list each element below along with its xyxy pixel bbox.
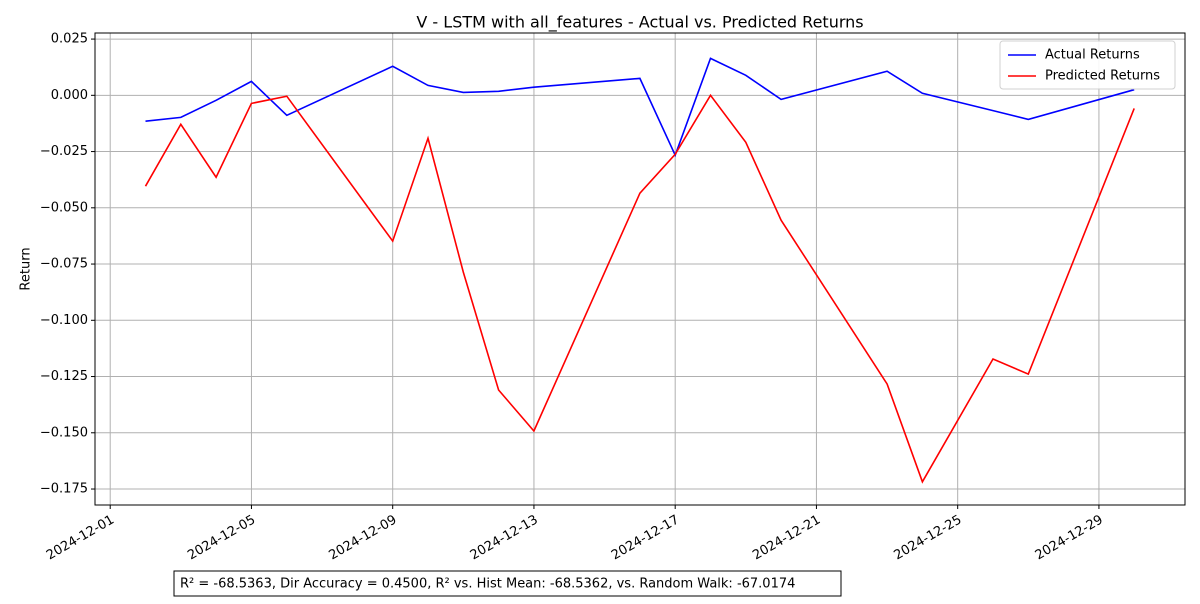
legend-label: Predicted Returns <box>1045 69 1160 84</box>
x-tick-label: 2024-12-25 <box>891 513 964 564</box>
x-tick-label: 2024-12-01 <box>44 513 117 564</box>
y-tick-label: −0.075 <box>40 257 88 272</box>
y-axis-label: Return <box>19 247 34 290</box>
x-tick-label: 2024-12-13 <box>468 513 541 564</box>
y-tick-label: 0.025 <box>51 32 88 47</box>
annotation: R² = -68.5363, Dir Accuracy = 0.4500, R²… <box>180 577 795 592</box>
data-line <box>144 93 1135 484</box>
y-tick-label: −0.050 <box>40 200 88 215</box>
legend-label: Actual Returns <box>1045 48 1140 63</box>
annotation-box <box>173 570 842 597</box>
x-tick-label: 2024-12-29 <box>1033 513 1106 564</box>
plot-frame <box>94 32 1186 506</box>
x-tick-label: 2024-12-21 <box>750 513 823 564</box>
x-tick-label: 2024-12-09 <box>327 513 400 564</box>
y-tick-label: −0.175 <box>40 482 88 497</box>
y-tick-label: −0.125 <box>40 369 88 384</box>
x-tick-label: 2024-12-17 <box>609 513 682 564</box>
x-tick-label: 2024-12-05 <box>185 513 258 564</box>
chart-title: V - LSTM with all_features - Actual vs. … <box>416 13 863 33</box>
y-tick-label: −0.025 <box>40 144 88 159</box>
y-tick-label: 0.000 <box>51 88 88 103</box>
y-tick-label: −0.100 <box>40 313 88 328</box>
data-line <box>145 57 1135 158</box>
y-tick-label: −0.150 <box>40 425 88 440</box>
legend-box <box>999 40 1176 90</box>
